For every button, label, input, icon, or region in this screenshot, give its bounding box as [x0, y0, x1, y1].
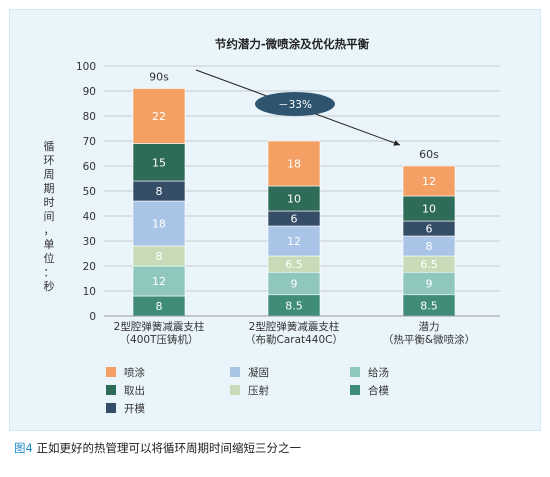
- legend-swatch: [230, 385, 240, 395]
- bar-segment: [132, 143, 186, 182]
- bar-segment: [132, 265, 186, 297]
- bar-segment: [132, 88, 186, 144]
- segment-value-label: 8: [156, 300, 163, 313]
- figure-label: 图4: [14, 441, 33, 455]
- reduction-badge: [255, 92, 335, 116]
- y-tick-label: 30: [83, 236, 96, 248]
- segment-value-label: 12: [422, 175, 436, 188]
- segment-value-label: 8: [426, 240, 433, 253]
- segment-value-label: 22: [152, 110, 166, 123]
- legend-label: 压射: [248, 384, 269, 397]
- segment-value-label: 12: [152, 275, 166, 288]
- segment-value-label: 8.5: [285, 299, 303, 312]
- y-tick-label: 100: [76, 61, 96, 73]
- legend-swatch: [230, 367, 240, 377]
- segment-value-label: 6: [291, 213, 298, 226]
- segment-value-label: 6.5: [285, 258, 303, 271]
- segment-value-label: 8.5: [420, 299, 438, 312]
- bar-total-label: 90s: [149, 71, 169, 84]
- legend-label: 开模: [124, 403, 145, 415]
- segment-value-label: 6.5: [420, 258, 438, 271]
- category-label: 潜力: [419, 320, 440, 333]
- y-tick-label: 80: [83, 111, 96, 123]
- segment-value-label: 18: [287, 158, 301, 171]
- category-label: （布勒Carat440C）: [245, 333, 343, 346]
- bar-segment: [132, 200, 186, 247]
- y-tick-label: 0: [89, 311, 96, 323]
- category-label: 2型腔弹簧减震支柱: [249, 320, 340, 333]
- segment-value-label: 9: [426, 278, 433, 291]
- segment-value-label: 18: [152, 218, 166, 231]
- y-axis-label: 循环周期时间，单位：秒: [44, 140, 55, 293]
- category-label: （热平衡&微喷涂）: [383, 333, 475, 346]
- legend-label: 给汤: [368, 366, 389, 379]
- bar-total-label: 60s: [419, 148, 439, 161]
- reduction-label: －33%: [278, 99, 312, 111]
- chart-panel: 节约潜力-微喷涂及优化热平衡 0 10 20 30 40 50 60 70 80 90 100 循环周期…: [9, 9, 541, 431]
- segment-value-label: 8: [156, 185, 163, 198]
- bar-segment: [402, 195, 456, 222]
- legend-swatch: [106, 385, 116, 395]
- bar-segment: [402, 165, 456, 197]
- y-tick-label: 90: [83, 86, 96, 98]
- segment-value-label: 10: [422, 203, 436, 216]
- segment-value-label: 9: [291, 278, 298, 291]
- segment-value-label: 6: [426, 223, 433, 236]
- legend-swatch: [106, 367, 116, 377]
- segment-value-label: 10: [287, 193, 301, 206]
- legend-label: 取出: [124, 384, 145, 397]
- y-tick-label: 10: [83, 286, 96, 298]
- y-tick-label: 40: [83, 211, 96, 223]
- legend-swatch: [106, 403, 116, 413]
- y-tick-label: 20: [83, 261, 96, 273]
- figure-caption: 图4 正如更好的热管理可以将循环周期时间缩短三分之一: [14, 440, 301, 456]
- chart-svg: 节约潜力-微喷涂及优化热平衡 0 10 20 30 40 50 60 70 80 90 100 循环周期…: [44, 37, 500, 415]
- legend-label: 凝固: [248, 367, 269, 379]
- y-tick-label: 70: [83, 136, 96, 148]
- caption-text: 正如更好的热管理可以将循环周期时间缩短三分之一: [36, 441, 301, 455]
- bar-segment: [267, 185, 321, 212]
- segment-value-label: 12: [287, 235, 301, 248]
- category-label: （400T压铸机）: [120, 333, 199, 346]
- legend-label: 喷涂: [124, 366, 145, 379]
- bar-segment: [267, 140, 321, 187]
- legend-label: 合模: [368, 384, 389, 397]
- chart-title: 节约潜力-微喷涂及优化热平衡: [215, 37, 370, 51]
- y-tick-label: 50: [83, 186, 96, 198]
- y-tick-label: 60: [83, 161, 96, 173]
- segment-value-label: 8: [156, 250, 163, 263]
- legend-swatch: [350, 367, 360, 377]
- bar-segment: [267, 225, 321, 257]
- category-label: 2型腔弹簧减震支柱: [114, 320, 205, 333]
- legend-swatch: [350, 385, 360, 395]
- segment-value-label: 15: [152, 156, 166, 169]
